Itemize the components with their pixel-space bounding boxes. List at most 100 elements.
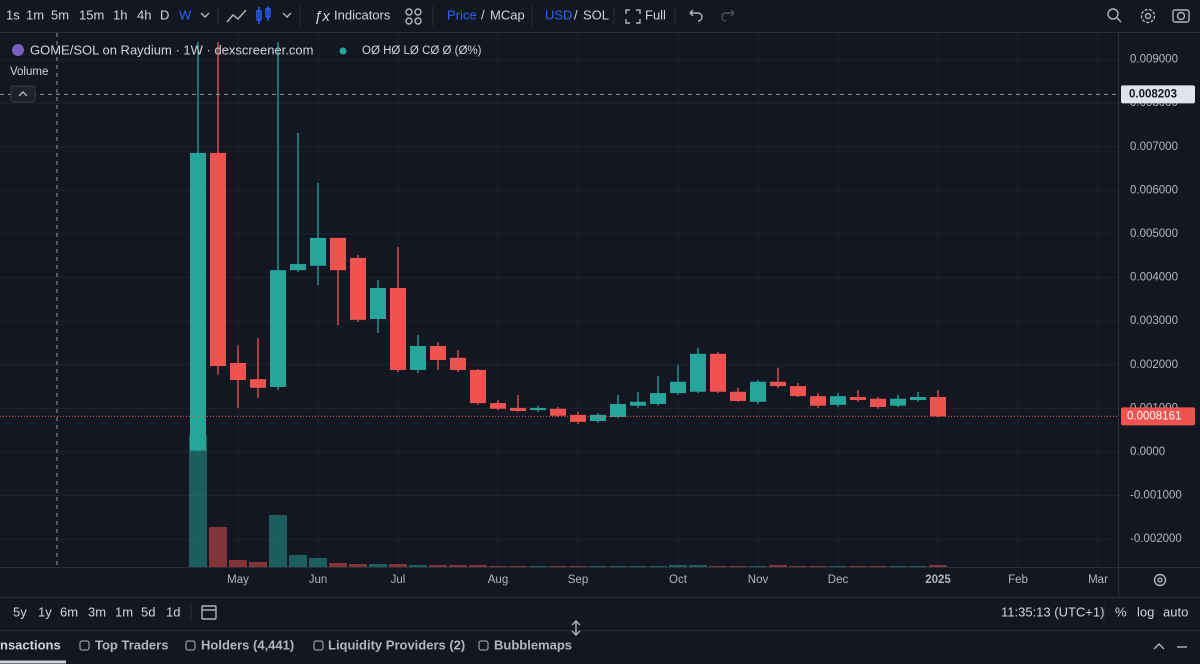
status-dot xyxy=(339,47,347,55)
y-tick-label: 0.0000 xyxy=(1130,446,1165,458)
sol-toggle[interactable]: SOL xyxy=(583,7,609,22)
tab[interactable]: Top Traders xyxy=(95,637,168,652)
candle-body xyxy=(270,270,286,387)
candle-body xyxy=(330,237,346,271)
interval-button[interactable]: 5m xyxy=(51,7,69,22)
volume-bar xyxy=(269,515,287,567)
range-button[interactable]: 6m xyxy=(60,604,78,619)
toggle-separator: / xyxy=(574,7,578,22)
volume-bar xyxy=(449,565,467,567)
range-button[interactable]: 1d xyxy=(166,604,180,619)
candle-body xyxy=(670,381,686,394)
candle-body xyxy=(410,346,426,370)
range-button[interactable]: 3m xyxy=(88,604,106,619)
crosshair-label: 0.008203 xyxy=(1129,88,1177,100)
volume-bar xyxy=(889,566,907,567)
tab[interactable]: Liquidity Providers (2) xyxy=(328,637,465,652)
candle-body xyxy=(770,381,786,387)
interval-button[interactable]: 15m xyxy=(79,7,104,22)
volume-bar xyxy=(669,565,687,567)
plot-area xyxy=(0,33,1200,567)
interval-button[interactable]: 1m xyxy=(26,7,44,22)
volume-bar xyxy=(329,563,347,567)
x-tick-label: Feb xyxy=(1008,574,1028,586)
candle-icon[interactable] xyxy=(256,6,271,24)
candle-body xyxy=(430,346,446,360)
axis-settings-icon[interactable] xyxy=(1153,573,1167,587)
candle-body xyxy=(570,414,586,422)
volume-bar xyxy=(489,566,507,567)
tab-icon xyxy=(478,640,489,651)
interval-button[interactable]: 4h xyxy=(137,7,151,22)
volume-bar xyxy=(789,566,807,567)
volume-bar xyxy=(589,566,607,567)
range-button[interactable]: 1y xyxy=(38,604,52,619)
chart-type-dropdown[interactable] xyxy=(282,12,292,18)
tab[interactable]: Bubblemaps xyxy=(494,637,572,652)
volume-bar xyxy=(829,566,847,567)
interval-button[interactable]: 1s xyxy=(6,7,20,22)
expand-button[interactable] xyxy=(1153,643,1165,650)
undo-button[interactable] xyxy=(689,9,703,22)
templates-icon[interactable] xyxy=(405,8,422,25)
usd-toggle[interactable]: USD xyxy=(545,7,572,22)
y-tick-label: 0.005000 xyxy=(1130,228,1178,240)
volume-bar xyxy=(229,560,247,567)
volume-bar xyxy=(429,565,447,567)
y-tick-label: -0.001000 xyxy=(1130,490,1182,502)
last-price-label: 0.0008161 xyxy=(1127,410,1181,422)
candle-body xyxy=(250,379,266,388)
volume-bar xyxy=(849,566,867,567)
range-button[interactable]: 5y xyxy=(13,604,27,619)
fullscreen-icon[interactable] xyxy=(625,9,641,24)
volume-bar xyxy=(209,527,227,567)
volume-bar xyxy=(729,566,747,567)
scale-option[interactable]: auto xyxy=(1163,604,1188,619)
interval-button[interactable]: W xyxy=(179,7,192,22)
x-tick-label: Jul xyxy=(391,574,406,586)
mcap-toggle[interactable]: MCap xyxy=(490,7,525,22)
y-tick-label: 0.004000 xyxy=(1130,272,1178,284)
redo-button[interactable] xyxy=(721,9,735,22)
full-button[interactable]: Full xyxy=(645,7,666,22)
tab[interactable]: Holders (4,441) xyxy=(201,637,294,652)
candle-body xyxy=(750,381,766,402)
settings-icon[interactable] xyxy=(1140,8,1156,24)
volume-bar xyxy=(349,564,367,567)
candle-body xyxy=(550,408,566,416)
screenshot-icon[interactable] xyxy=(1172,9,1190,23)
scale-option[interactable]: % xyxy=(1115,604,1127,619)
range-button[interactable]: 1m xyxy=(115,604,133,619)
indicators-button[interactable]: Indicators xyxy=(334,7,391,22)
fx-icon[interactable]: ƒx xyxy=(314,8,330,25)
tab-icon xyxy=(313,640,324,651)
candle-body xyxy=(590,414,606,421)
scale-option[interactable]: log xyxy=(1137,604,1154,619)
resize-handle[interactable] xyxy=(571,620,581,636)
candle-body xyxy=(450,357,466,370)
line-chart-icon[interactable] xyxy=(226,9,247,23)
candle-body xyxy=(290,264,306,271)
volume-bar xyxy=(649,566,667,567)
price-toggle[interactable]: Price xyxy=(447,7,477,22)
candle-body xyxy=(230,363,246,380)
volume-bar xyxy=(749,566,767,567)
tab[interactable]: nsactions xyxy=(0,637,61,652)
chart-layer: 0.0090000.0080000.0070000.0060000.005000… xyxy=(0,33,1200,597)
volume-bar xyxy=(689,565,707,567)
interval-dropdown[interactable] xyxy=(200,12,210,18)
crosshair-tag xyxy=(1121,85,1195,104)
volume-bar xyxy=(929,565,947,567)
candle-body xyxy=(350,257,366,320)
search-icon[interactable] xyxy=(1107,8,1122,23)
candle-body xyxy=(690,353,706,392)
collapse-button[interactable] xyxy=(10,85,36,103)
candle-body xyxy=(210,152,226,367)
candle-body xyxy=(930,397,946,417)
interval-button[interactable]: D xyxy=(160,7,169,22)
range-button[interactable]: 5d xyxy=(141,604,155,619)
interval-button[interactable]: 1h xyxy=(113,7,127,22)
date-range-icon[interactable] xyxy=(201,605,217,620)
candle-body xyxy=(470,369,486,404)
